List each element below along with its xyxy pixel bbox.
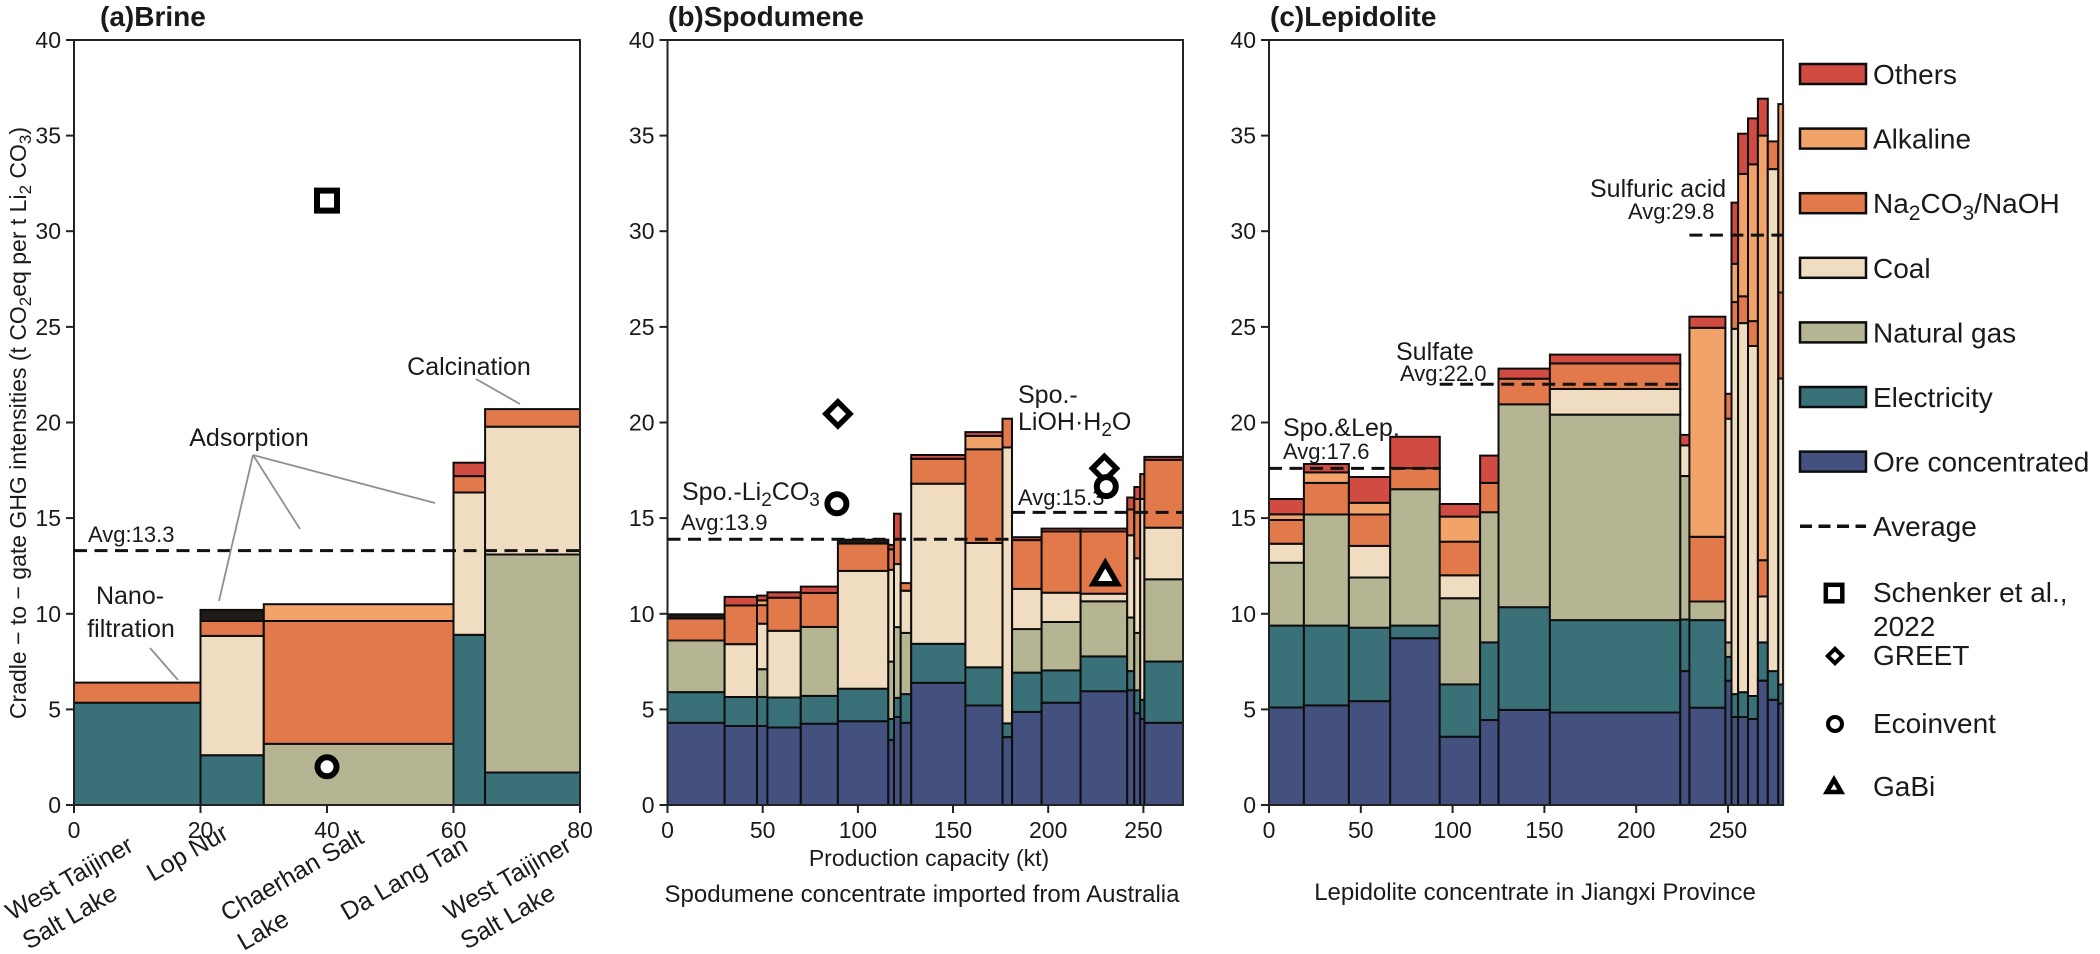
svg-text:0: 0 — [68, 817, 81, 843]
svg-text:40: 40 — [629, 27, 655, 53]
svg-text:10: 10 — [1230, 601, 1256, 627]
svg-text:15: 15 — [629, 505, 655, 531]
svg-text:Spodumene concentrate imported: Spodumene concentrate imported from Aust… — [665, 881, 1181, 908]
svg-text:Sulfate: Sulfate — [1396, 338, 1474, 366]
svg-text:100: 100 — [839, 817, 877, 843]
svg-text:Lepidolite concentrate in Jian: Lepidolite concentrate in Jiangxi Provin… — [1314, 879, 1756, 906]
svg-text:(c)Lepidolite: (c)Lepidolite — [1270, 1, 1436, 32]
svg-text:(a)Brine: (a)Brine — [100, 1, 206, 32]
svg-text:40: 40 — [1230, 27, 1256, 53]
svg-text:15: 15 — [35, 505, 61, 531]
svg-text:0: 0 — [642, 792, 655, 818]
svg-text:5: 5 — [642, 696, 655, 722]
svg-text:0: 0 — [1243, 792, 1256, 818]
svg-text:10: 10 — [629, 601, 655, 627]
svg-text:15: 15 — [1230, 505, 1256, 531]
svg-text:Spo.-: Spo.- — [1018, 381, 1078, 409]
svg-text:200: 200 — [1617, 817, 1655, 843]
svg-text:filtration: filtration — [87, 615, 175, 643]
svg-text:Avg:13.3: Avg:13.3 — [88, 522, 174, 547]
svg-text:35: 35 — [35, 123, 61, 149]
svg-text:0: 0 — [48, 792, 61, 818]
svg-text:30: 30 — [1230, 218, 1256, 244]
svg-text:100: 100 — [1433, 817, 1471, 843]
svg-text:30: 30 — [35, 218, 61, 244]
svg-text:20: 20 — [35, 410, 61, 436]
svg-text:(b)Spodumene: (b)Spodumene — [668, 1, 864, 32]
svg-text:Nano-: Nano- — [96, 582, 164, 610]
svg-text:10: 10 — [35, 601, 61, 627]
svg-text:2022: 2022 — [1873, 611, 1935, 642]
svg-text:Alkaline: Alkaline — [1873, 124, 1971, 155]
svg-text:80: 80 — [567, 817, 593, 843]
svg-text:Spo.&Lep.: Spo.&Lep. — [1283, 414, 1400, 442]
svg-text:Ecoinvent: Ecoinvent — [1873, 708, 1996, 739]
svg-text:40: 40 — [314, 817, 340, 843]
svg-text:0: 0 — [1263, 817, 1276, 843]
svg-text:Avg:17.6: Avg:17.6 — [1283, 439, 1369, 464]
svg-text:Electricity: Electricity — [1873, 382, 1993, 413]
svg-text:Avg:13.9: Avg:13.9 — [681, 510, 767, 535]
svg-text:50: 50 — [1348, 817, 1374, 843]
svg-text:250: 250 — [1124, 817, 1162, 843]
svg-text:150: 150 — [1525, 817, 1563, 843]
svg-text:20: 20 — [629, 410, 655, 436]
svg-text:Ore concentrated: Ore concentrated — [1873, 447, 2089, 478]
svg-text:25: 25 — [1230, 314, 1256, 340]
svg-text:Cradle − to − gate GHG intensi: Cradle − to − gate GHG intensities (t CO… — [5, 127, 35, 719]
svg-text:Coal: Coal — [1873, 253, 1931, 284]
svg-text:35: 35 — [629, 123, 655, 149]
svg-text:35: 35 — [1230, 123, 1256, 149]
svg-text:Sulfuric acid: Sulfuric acid — [1590, 175, 1726, 203]
svg-text:Adsorption: Adsorption — [189, 424, 309, 452]
svg-text:Avg:22.0: Avg:22.0 — [1400, 361, 1486, 386]
svg-text:GREET: GREET — [1873, 640, 1969, 671]
svg-text:20: 20 — [188, 817, 214, 843]
svg-text:60: 60 — [441, 817, 467, 843]
svg-text:0: 0 — [661, 817, 674, 843]
svg-text:150: 150 — [934, 817, 972, 843]
svg-text:25: 25 — [35, 314, 61, 340]
svg-text:30: 30 — [629, 218, 655, 244]
svg-text:5: 5 — [48, 696, 61, 722]
svg-text:25: 25 — [629, 314, 655, 340]
svg-text:Avg:15.3: Avg:15.3 — [1018, 485, 1104, 510]
svg-text:Spo.-Li2CO3: Spo.-Li2CO3 — [682, 478, 820, 511]
svg-text:Na2CO3/NaOH: Na2CO3/NaOH — [1873, 188, 2060, 225]
svg-text:50: 50 — [750, 817, 776, 843]
svg-text:GaBi: GaBi — [1873, 771, 1935, 802]
svg-text:40: 40 — [35, 27, 61, 53]
svg-text:200: 200 — [1029, 817, 1067, 843]
svg-text:Natural gas: Natural gas — [1873, 317, 2016, 348]
svg-text:20: 20 — [1230, 410, 1256, 436]
svg-text:Others: Others — [1873, 59, 1957, 90]
svg-text:5: 5 — [1243, 696, 1256, 722]
svg-text:Average: Average — [1873, 511, 1977, 542]
svg-text:Schenker et al.,: Schenker et al., — [1873, 577, 2068, 608]
svg-text:Avg:29.8: Avg:29.8 — [1628, 199, 1714, 224]
svg-text:250: 250 — [1709, 817, 1747, 843]
svg-text:LiOH·H2O: LiOH·H2O — [1018, 408, 1131, 441]
svg-text:Calcination: Calcination — [407, 353, 531, 381]
svg-text:Production capacity (kt): Production capacity (kt) — [809, 845, 1049, 871]
